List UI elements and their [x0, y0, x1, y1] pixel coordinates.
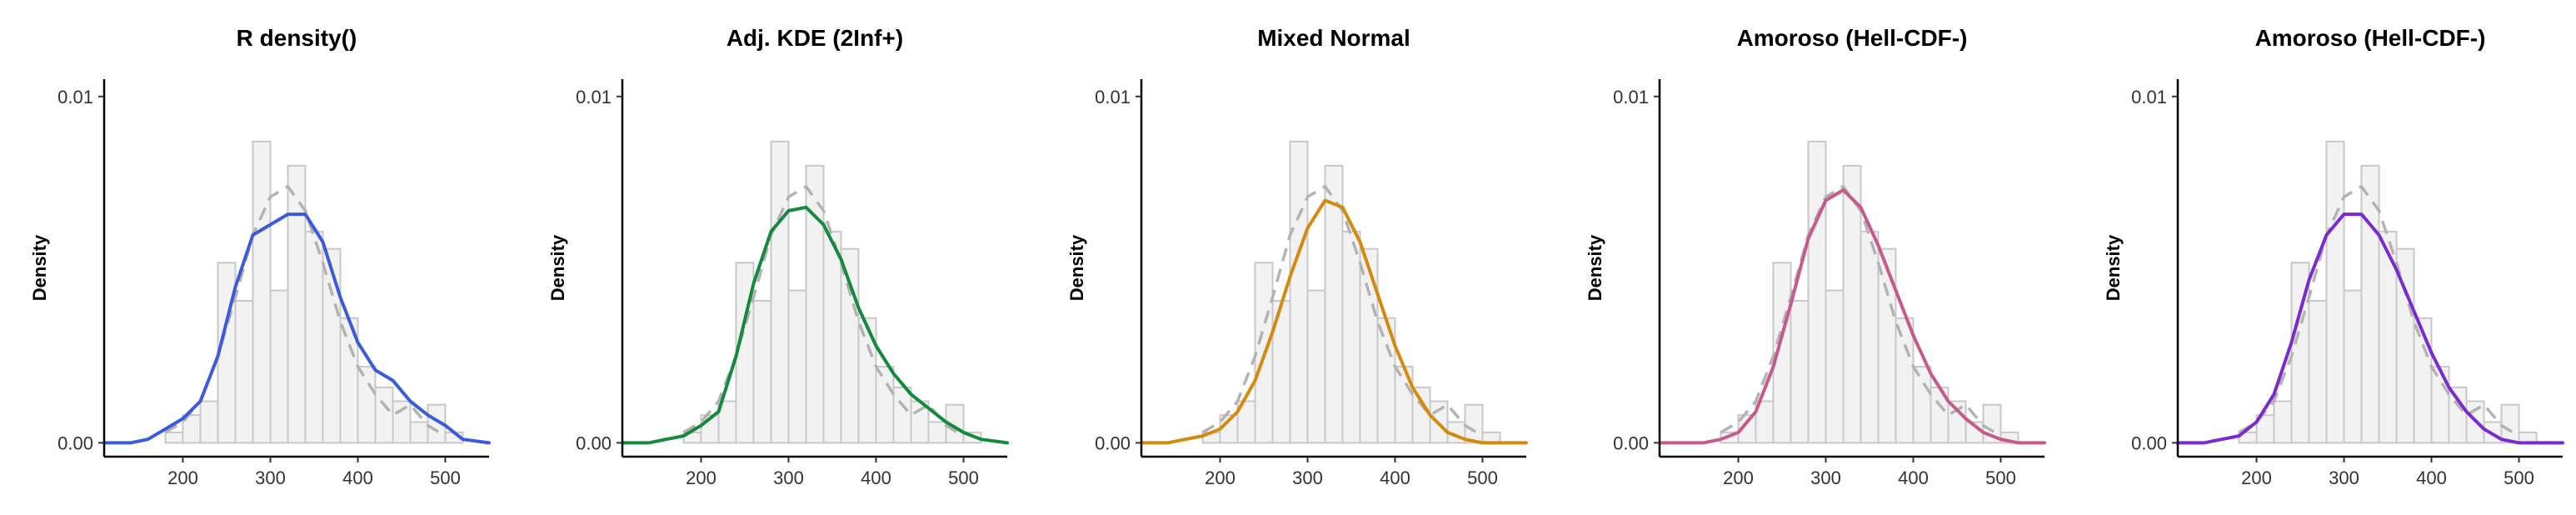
fitted-density-curve [102, 212, 491, 445]
histogram-bar [2325, 140, 2345, 444]
histogram-bar [199, 400, 219, 444]
histogram-bar [840, 248, 860, 444]
histogram-bar [1877, 248, 1897, 444]
histogram-bar [2273, 400, 2293, 444]
panel-title: Amoroso (Hell-CDF-) [1737, 25, 1968, 51]
y-tick-label: 0.00 [576, 432, 612, 453]
histogram-bar [1411, 386, 1431, 444]
histogram-bar [217, 262, 237, 444]
x-tick-label: 200 [167, 468, 198, 488]
y-tick-label: 0.00 [1095, 432, 1131, 453]
x-tick-label: 300 [255, 468, 286, 488]
fitted-density-curve [1140, 198, 1528, 445]
y-tick-label: 0.00 [57, 432, 93, 453]
histogram-bar [357, 365, 377, 444]
histogram-bar [1912, 365, 1932, 444]
panel-3: Mixed Normal Density 0.00 0.01 200 300 400 500 [1066, 25, 1528, 488]
x-tick-label: 200 [1205, 468, 1236, 488]
fitted-density-curve [1658, 188, 2046, 445]
histogram-bar [2430, 365, 2450, 444]
y-tick-label: 0.01 [1613, 87, 1649, 108]
histogram-bar [822, 230, 842, 444]
x-tick-label: 400 [1898, 468, 1929, 488]
histogram-bar [1359, 248, 1379, 444]
panel-title: Mixed Normal [1257, 25, 1410, 51]
histogram-bar [252, 140, 272, 444]
x-tick-label: 500 [430, 468, 461, 488]
histogram-bar [164, 431, 184, 444]
histogram-bar [927, 421, 947, 444]
y-axis-label: Density [29, 234, 50, 301]
y-axis-label: Density [547, 234, 568, 301]
histogram-bar [1895, 317, 1915, 444]
histogram-bar [2343, 289, 2363, 444]
panel-title: Adj. KDE (2Inf+) [726, 25, 903, 51]
histogram-bar [1341, 230, 1361, 444]
histogram-bar [1825, 289, 1845, 444]
histogram-bar [2500, 403, 2520, 444]
histogram-bar [392, 400, 412, 444]
histogram-bar [787, 289, 807, 444]
y-tick-label: 0.01 [1095, 87, 1131, 108]
histogram-bar [304, 230, 324, 444]
histogram-bar [374, 386, 394, 444]
histogram-bar [2308, 299, 2328, 444]
x-tick-label: 400 [861, 468, 891, 488]
histogram-bar [1947, 400, 1967, 444]
x-tick-label: 500 [1985, 468, 2016, 488]
x-tick-label: 400 [342, 468, 373, 488]
x-tick-label: 200 [2241, 468, 2272, 488]
histogram-bar [1790, 299, 1810, 444]
histogram-bar [770, 140, 790, 444]
fitted-density-curve [2176, 212, 2564, 445]
panel-5: Amoroso (Hell-CDF-) Density 0.00 0.01 200 300… [2103, 25, 2564, 488]
histogram-bar [2448, 386, 2468, 444]
reference-density-curve [682, 185, 965, 438]
y-axis-label: Density [2103, 234, 2124, 301]
panel-4: Amoroso (Hell-CDF-) Density 0.00 0.01 200 300… [1585, 25, 2046, 488]
x-tick-label: 300 [773, 468, 804, 488]
panel-1: R density() Density 0.00 0.01 200 300 400 500 [29, 25, 491, 488]
histogram-bar [1464, 403, 1484, 444]
y-tick-label: 0.01 [2131, 87, 2167, 108]
y-tick-label: 0.01 [576, 87, 612, 108]
x-tick-label: 300 [1292, 468, 1323, 488]
x-tick-label: 500 [2504, 468, 2534, 488]
y-tick-label: 0.01 [57, 87, 93, 108]
histogram-bar [1807, 140, 1827, 444]
x-tick-label: 300 [2329, 468, 2359, 488]
histogram-bar [1860, 230, 1880, 444]
y-axis-label: Density [1066, 234, 1087, 301]
x-tick-label: 300 [1810, 468, 1841, 488]
panel-title: R density() [237, 25, 357, 51]
histogram-bar [409, 421, 429, 444]
x-tick-label: 200 [1723, 468, 1754, 488]
histogram-bar [892, 386, 912, 444]
x-tick-label: 400 [2416, 468, 2447, 488]
reference-density-curve [2238, 185, 2520, 438]
panel-title: Amoroso (Hell-CDF-) [2255, 25, 2486, 51]
fitted-density-curve [621, 205, 1009, 445]
x-tick-label: 400 [1380, 468, 1410, 488]
y-tick-label: 0.00 [2131, 432, 2167, 453]
histogram-bar [752, 299, 772, 444]
histogram-bar [234, 299, 254, 444]
x-tick-label: 500 [1467, 468, 1498, 488]
y-tick-label: 0.00 [1613, 432, 1649, 453]
histogram-bar [2413, 317, 2433, 444]
histogram-bar [1289, 140, 1309, 444]
histogram-bar [269, 289, 289, 444]
histogram-bar [322, 248, 342, 444]
histogram-bar [875, 365, 895, 444]
reference-density-curve [164, 185, 447, 438]
panel-2: Adj. KDE (2Inf+) Density 0.00 0.01 200 300 400… [547, 25, 1009, 488]
histogram-bar [1306, 289, 1326, 444]
y-axis-label: Density [1585, 234, 1605, 301]
x-tick-label: 500 [948, 468, 979, 488]
x-tick-label: 200 [686, 468, 716, 488]
